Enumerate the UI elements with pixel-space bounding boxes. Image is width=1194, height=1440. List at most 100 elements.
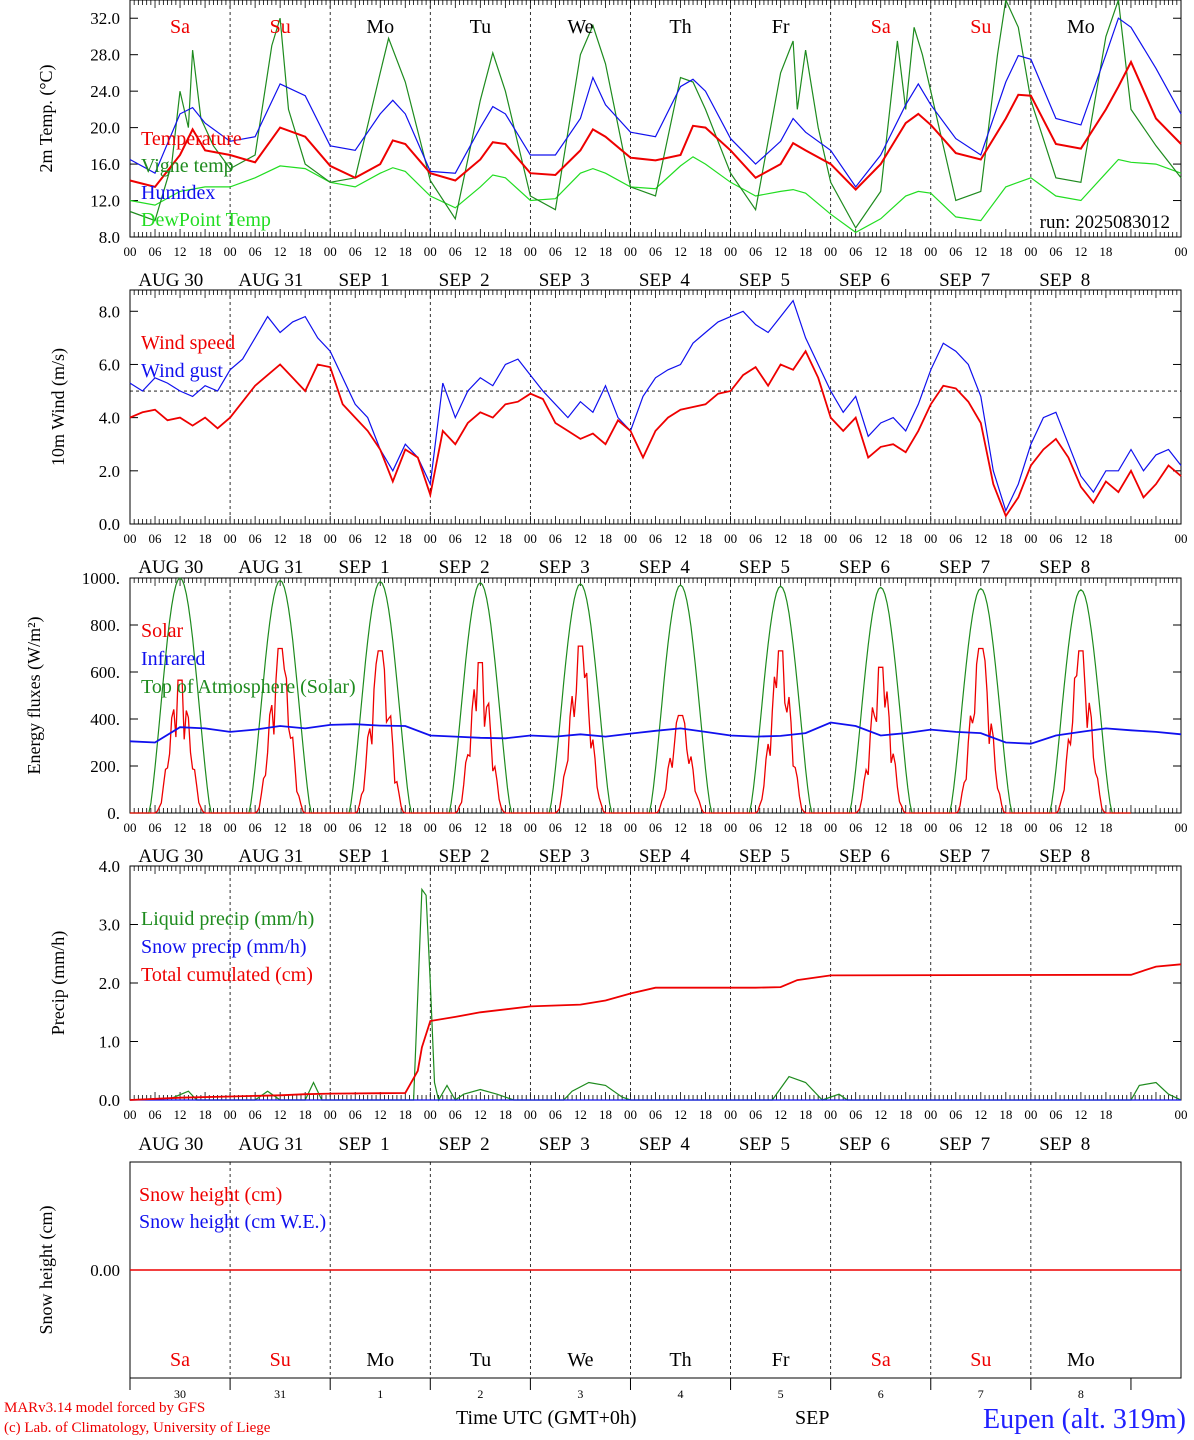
energy-hour-tick-label: 00: [124, 820, 137, 835]
wind-y-tick-label: 4.0: [99, 409, 120, 428]
day-number-label: 4: [678, 1387, 684, 1401]
day-number-label: 3: [577, 1387, 583, 1401]
energy-hour-tick-label: 12: [274, 820, 287, 835]
precip-hour-tick-label: 18: [899, 1107, 912, 1122]
energy-hour-tick-label: 06: [349, 820, 363, 835]
temperature-hour-tick-label: 18: [499, 244, 512, 259]
energy-hour-tick-label: 00: [924, 820, 937, 835]
wind-hour-tick-labels: 00 06 12 18 00 06 12 18 00 06 12 18 00 06 12 18 00 06 12 18…: [124, 531, 1188, 546]
wind-date-label: SEP 1: [339, 557, 390, 578]
temperature-y-tick-label: 28.0: [90, 46, 120, 65]
wind-series-speed: [129, 349, 1182, 518]
precip-date-label: SEP 2: [439, 1134, 490, 1155]
precip-hour-tick-label: 00: [324, 1107, 337, 1122]
wind-hour-tick-label: 12: [674, 531, 687, 546]
temperature-hour-tick-label: 00: [124, 244, 137, 259]
temperature-date-label: SEP 1: [339, 270, 390, 291]
weekday-label: Sa: [871, 1349, 891, 1371]
temperature-series-dewpoint-temp: [129, 156, 1182, 234]
temperature-date-label: AUG 30: [138, 270, 203, 291]
precip-hour-tick-label: 12: [1074, 1107, 1087, 1122]
precip-date-label: SEP 7: [939, 1134, 990, 1155]
energy-y-tick-label: 600.: [90, 663, 120, 682]
precip-hour-tick-label: 12: [674, 1107, 687, 1122]
energy-date-label: AUG 30: [138, 846, 203, 867]
temperature-hour-tick-label: 18: [599, 244, 612, 259]
wind-frame-border: [129, 289, 1182, 525]
wind-hour-tick-label: 12: [874, 531, 887, 546]
temperature-hour-tick-label: 12: [1074, 244, 1087, 259]
temperature-hour-tick-label: 00: [524, 244, 537, 259]
snow-legend-entry: Snow height (cm): [139, 1184, 282, 1206]
run-id-label: run: 2025083012: [1040, 212, 1170, 233]
precip-y-tick-label: 3.0: [99, 916, 120, 935]
temperature-hour-tick-label: 18: [199, 244, 212, 259]
energy-hour-tick-label: 06: [449, 820, 463, 835]
precip-hour-tick-label: 18: [399, 1107, 412, 1122]
wind-hour-tick-label: 12: [374, 531, 387, 546]
weekday-labels-bottom: Sa Su Mo Tu We Th Fr Sa Su Mo: [170, 1349, 1095, 1371]
precip-date-label: SEP 6: [839, 1134, 890, 1155]
temperature-y-axis-label: 2m Temp. (°C): [36, 64, 57, 172]
energy-hour-tick-label: 12: [974, 820, 987, 835]
wind-date-label: SEP 5: [739, 557, 790, 578]
weekday-label: Sa: [170, 16, 190, 38]
wind-hour-tick-label: 00: [824, 531, 837, 546]
wind-hour-tick-label: 06: [549, 531, 563, 546]
temperature-hour-tick-label: 00: [824, 244, 837, 259]
wind-hour-tick-label: 06: [249, 531, 263, 546]
temperature-date-label: SEP 7: [939, 270, 990, 291]
weekday-label: Fr: [772, 16, 790, 38]
month-label: SEP: [795, 1407, 830, 1429]
temperature-hour-tick-label: 12: [374, 244, 387, 259]
wind-hour-tick-label: 12: [574, 531, 587, 546]
precip-hour-tick-label: 06: [649, 1107, 663, 1122]
precip-legend-entry: Liquid precip (mm/h): [141, 908, 314, 930]
energy-date-label: SEP 6: [839, 846, 890, 867]
energy-hour-tick-label: 06: [849, 820, 863, 835]
energy-hour-tick-label: 00: [224, 820, 237, 835]
energy-legend-entry: Top of Atmosphere (Solar): [141, 676, 356, 698]
temperature-y-tick-label: 20.0: [90, 119, 120, 138]
weekday-label: We: [567, 1349, 593, 1371]
temperature-hour-tick-label: 06: [549, 244, 563, 259]
day-number-label: 6: [878, 1387, 884, 1401]
precip-y-axis-label: Precip (mm/h): [48, 931, 69, 1035]
temperature-hour-tick-label: 00: [924, 244, 937, 259]
wind-hour-tick-label: 06: [349, 531, 363, 546]
weekday-label: Mo: [1067, 1349, 1095, 1371]
energy-hour-tick-label: 06: [1049, 820, 1063, 835]
energy-hour-tick-label: 12: [774, 820, 787, 835]
wind-hour-tick-label: 18: [1099, 531, 1112, 546]
precip-hour-tick-label: 12: [974, 1107, 987, 1122]
temperature-legend-entry: DewPoint Temp: [141, 209, 271, 231]
temperature-legend-entry: Humidex: [141, 182, 215, 204]
energy-hour-tick-label: 12: [674, 820, 687, 835]
energy-hour-tick-label: 00: [624, 820, 637, 835]
temperature-date-label: SEP 6: [839, 270, 890, 291]
day-number-label: 31: [274, 1387, 286, 1401]
energy-hour-tick-label: 00: [424, 820, 437, 835]
temperature-y-tick-label: 12.0: [90, 192, 120, 211]
precip-y-tick-label: 2.0: [99, 974, 120, 993]
wind-hour-tick-label: 12: [774, 531, 787, 546]
temperature-date-label: SEP 2: [439, 270, 490, 291]
precip-hour-tick-label: 00: [624, 1107, 637, 1122]
precip-series-red: [129, 963, 1182, 1101]
weekday-label: We: [567, 16, 593, 38]
wind-date-label: SEP 2: [439, 557, 490, 578]
temperature-hour-tick-label: 12: [974, 244, 987, 259]
precip-hour-tick-label: 12: [274, 1107, 287, 1122]
wind-y-tick-label: 2.0: [99, 462, 120, 481]
energy-hour-tick-label: 00: [1175, 820, 1188, 835]
energy-hour-tick-label: 18: [1099, 820, 1112, 835]
precip-legend: Liquid precip (mm/h) Snow precip (mm/h) To…: [141, 908, 314, 986]
wind-date-label: SEP 8: [1039, 557, 1090, 578]
day-number-label: 8: [1078, 1387, 1084, 1401]
wind-date-label: AUG 31: [238, 557, 303, 578]
precip-legend-entry: Snow precip (mm/h): [141, 936, 307, 958]
wind-hour-tick-label: 12: [174, 531, 187, 546]
wind-hour-tick-label: 18: [399, 531, 412, 546]
precip-date-label: AUG 31: [238, 1134, 303, 1155]
